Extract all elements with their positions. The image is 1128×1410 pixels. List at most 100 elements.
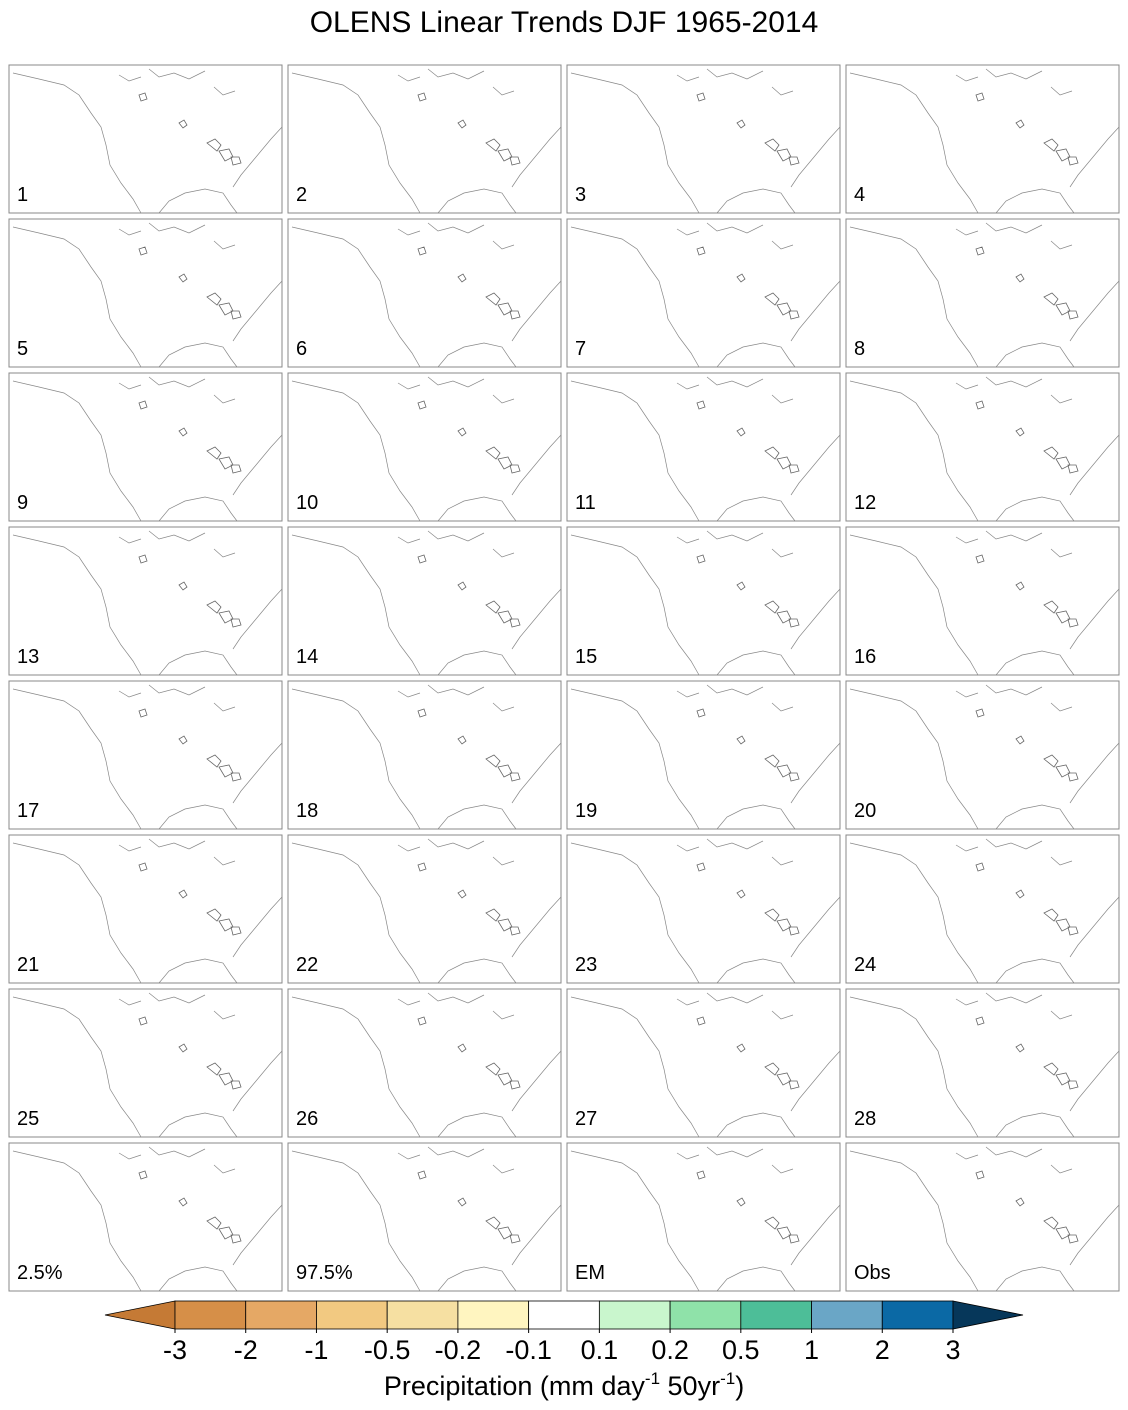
panel-frame (287, 526, 562, 676)
panel-frame (8, 1142, 283, 1292)
map-panel: 8 (845, 218, 1120, 368)
panel-label: 13 (17, 646, 39, 668)
panel-label: 1 (17, 184, 28, 206)
panel-frame (8, 834, 283, 984)
label-part: Precipitation (mm day (384, 1371, 646, 1401)
map-panel: 24 (845, 834, 1120, 984)
map-panel: 9 (8, 372, 283, 522)
map-panel: 7 (566, 218, 841, 368)
panel-label: 6 (296, 338, 307, 360)
map-panel: 12 (845, 372, 1120, 522)
panel-label: 2 (296, 184, 307, 206)
panel-frame (845, 680, 1120, 830)
colorbar-tick-label: 0.1 (581, 1335, 619, 1365)
panel-label: Obs (854, 1262, 891, 1284)
panel-label: EM (575, 1262, 605, 1284)
panel-frame (566, 218, 841, 368)
colorbar-tick-label: -0.1 (505, 1335, 552, 1365)
map-panel: 4 (845, 64, 1120, 214)
panel-frame (566, 526, 841, 676)
map-panel: 27 (566, 988, 841, 1138)
panel-frame (845, 64, 1120, 214)
map-panel: 2.5% (8, 1142, 283, 1292)
map-panel: 20 (845, 680, 1120, 830)
label-part: ) (735, 1371, 744, 1401)
map-panel: 1 (8, 64, 283, 214)
colorbar-box (740, 1300, 812, 1330)
colorbar-triangle (104, 1300, 176, 1330)
panel-frame (566, 1142, 841, 1292)
panel-label: 3 (575, 184, 586, 206)
map-panel: 23 (566, 834, 841, 984)
colorbar-tick-label: -0.5 (364, 1335, 411, 1365)
colorbar-tick-label: 0.2 (651, 1335, 689, 1365)
panel-frame (287, 988, 562, 1138)
label-part: -1 (720, 1369, 735, 1388)
colorbar-box (457, 1300, 530, 1330)
map-panel: 17 (8, 680, 283, 830)
map-panel: EM (566, 1142, 841, 1292)
panel-frame (8, 372, 283, 522)
map-panel: 97.5% (287, 1142, 562, 1292)
map-panel: 26 (287, 988, 562, 1138)
map-panel: 5 (8, 218, 283, 368)
panel-label: 18 (296, 800, 318, 822)
map-panel: 28 (845, 988, 1120, 1138)
panel-label: 23 (575, 954, 597, 976)
panel-frame (287, 680, 562, 830)
panel-label: 2.5% (17, 1262, 63, 1284)
colorbar-box (174, 1300, 247, 1330)
map-panel: 18 (287, 680, 562, 830)
panel-frame (845, 218, 1120, 368)
panel-label: 15 (575, 646, 597, 668)
colorbar-tick-label: -0.2 (435, 1335, 482, 1365)
panel-label: 26 (296, 1108, 318, 1130)
panel-frame (287, 372, 562, 522)
panel-label: 11 (575, 492, 596, 514)
panel-frame (566, 834, 841, 984)
map-panel: 15 (566, 526, 841, 676)
panel-label: 21 (17, 954, 39, 976)
panel-frame (287, 64, 562, 214)
colorbar-box (598, 1300, 671, 1330)
colorbar-tick-label: 2 (875, 1335, 890, 1365)
colorbar-triangle (952, 1300, 1024, 1330)
map-panel: 13 (8, 526, 283, 676)
map-panel: Obs (845, 1142, 1120, 1292)
panel-frame (8, 64, 283, 214)
map-panel: 21 (8, 834, 283, 984)
panel-frame (287, 834, 562, 984)
panel-frame (8, 526, 283, 676)
title: OLENS Linear Trends DJF 1965-2014 (310, 6, 819, 39)
map-panel: 6 (287, 218, 562, 368)
panel-label: 8 (854, 338, 865, 360)
colorbar-box (386, 1300, 459, 1330)
map-panel: 14 (287, 526, 562, 676)
map-panel: 25 (8, 988, 283, 1138)
colorbar-tick-label: -2 (234, 1335, 258, 1365)
colorbar-box (881, 1300, 954, 1330)
panel-label: 4 (854, 184, 865, 206)
colorbar-box (811, 1300, 883, 1330)
map-panel: 11 (566, 372, 841, 522)
panel-frame (287, 218, 562, 368)
colorbar-box (316, 1300, 388, 1330)
panel-frame (566, 64, 841, 214)
panel-label: 24 (854, 954, 876, 976)
panel-label: 19 (575, 800, 597, 822)
panel-frame (566, 988, 841, 1138)
panel-label: 27 (575, 1108, 597, 1130)
panel-frame (287, 1142, 562, 1292)
colorbar-tick-label: 3 (945, 1335, 960, 1365)
panel-label: 25 (17, 1108, 39, 1130)
panel-frame (845, 372, 1120, 522)
panel-label: 9 (17, 492, 28, 514)
colorbar-tick-label: -1 (304, 1335, 328, 1365)
panel-label: 10 (296, 492, 318, 514)
panel-frame (845, 526, 1120, 676)
panel-label: 7 (575, 338, 586, 360)
panel-frame (8, 680, 283, 830)
colorbar-box (528, 1300, 600, 1330)
panel-frame (845, 988, 1120, 1138)
